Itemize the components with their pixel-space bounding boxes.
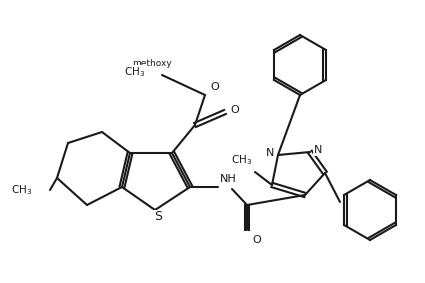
Text: CH$_3$: CH$_3$ — [11, 183, 32, 197]
Text: CH$_3$: CH$_3$ — [231, 153, 252, 167]
Text: S: S — [154, 211, 162, 224]
Text: CH$_3$: CH$_3$ — [124, 65, 145, 79]
Text: O: O — [252, 235, 261, 245]
Text: O: O — [210, 82, 219, 92]
Text: NH: NH — [220, 174, 237, 184]
Text: methoxy: methoxy — [132, 59, 172, 68]
Text: N: N — [266, 148, 274, 158]
Text: O: O — [230, 105, 239, 115]
Text: N: N — [314, 145, 323, 155]
